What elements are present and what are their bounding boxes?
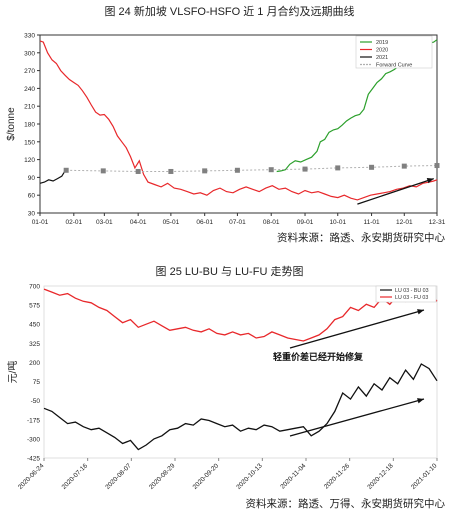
chart1-trend-arrowhead [426,178,434,184]
chart2-ytick-label: 700 [29,284,40,291]
chart1-ytick-label: 60 [28,193,36,200]
chart2-xtick-label: 2020-06-24 [17,462,46,491]
chart1-xtick-label: 08-01 [263,219,280,226]
chart2-ytick-label: -425 [27,456,40,463]
chart1-xtick-label: 05-01 [163,219,180,226]
chart2-xtick-label: 2020-07-16 [61,462,90,491]
chart1-xtick-label: 07-01 [229,219,246,226]
chart2-ytick-label: 575 [29,303,40,310]
chart1-ytick-label: 210 [24,104,35,111]
chart2-ytick-label: -300 [27,436,40,443]
chart1-ytick-label: 240 [24,86,35,93]
chart2-ytick-label: -175 [27,417,40,424]
chart1-ytick-label: 330 [24,33,35,40]
chart2-xtick-label: 2020-08-29 [148,462,177,491]
chart1-forward-point [268,167,274,173]
chart1-forward-point [202,168,208,174]
chart1-xtick-label: 12-01 [396,219,413,226]
chart2-legend-label: LU 03 - BU 03 [395,288,429,294]
chart2-ytick-label: -50 [31,398,41,405]
chart1-xtick-label: 01-01 [32,219,49,226]
chart1-xtick-label: 10-01 [329,219,346,226]
chart2-plot-frame [43,285,438,459]
chart1-ylabel: $/tonne [6,107,17,141]
chart1-ytick-label: 270 [24,68,35,75]
chart2-xtick-label: 2020-11-26 [323,462,351,490]
chart2-trend-arrow-lower-head [417,398,424,404]
chart1-forward-point [100,168,106,174]
chart1-xtick-label: 11-01 [363,219,380,226]
chart1-xtick-label: 12-31 [429,219,446,226]
chart1-ytick-label: 300 [24,50,35,57]
chart1-ytick-label: 120 [24,157,35,164]
chart2-xtick-label: 2020-08-07 [104,462,133,491]
chart1-xtick-label: 02-01 [65,219,82,226]
chart1-forward-point [434,163,440,169]
chart2-xtick-label: 2021-01-10 [410,462,439,491]
chart1-legend-label: 2021 [376,55,388,61]
chart1-series-2021 [39,168,67,184]
chart1-xtick-label: 04-01 [130,219,147,226]
chart2-trend-arrow-lower [289,398,425,437]
chart2-xtick-label: 2020-09-20 [192,462,221,491]
chart2-series-line [43,363,438,451]
figure1-source: 资料来源：路透、永安期货研究中心 [277,232,445,244]
figure2-title: 图 25 LU-BU 与 LU-FU 走势图 [155,266,304,278]
chart1-forward-point [335,165,341,171]
chart1-legend-label: 2020 [376,48,388,54]
chart1-legend-label: 2019 [376,40,388,46]
chart1-forward-point [302,166,308,172]
chart2-ytick-label: 325 [29,341,40,348]
chart1-ytick-label: 30 [28,211,36,218]
chart2-trend-arrow-upper [289,309,425,349]
chart2-ytick-label: 200 [29,360,40,367]
chart1-ytick-label: 90 [28,175,36,182]
chart1-forward-point [369,164,375,170]
chart2-series-line [43,288,438,342]
figure2-source: 资料来源：路透、万得、永安期货研究中心 [245,498,446,510]
chart1-series-forward-curve [66,165,438,172]
figure1-title: 图 24 新加坡 VLSFO-HSFO 近 1 月合约及远期曲线 [104,6,355,18]
chart1-xtick-label: 06-01 [196,219,213,226]
chart1-ytick-label: 150 [24,139,35,146]
chart2-ylabel: 元/吨 [6,361,19,384]
chart1-xtick-label: 09-01 [297,219,314,226]
chart1-xtick-label: 03-01 [96,219,113,226]
chart1-trend-arrow [357,177,434,205]
chart1-forward-point [135,168,141,174]
chart2-xtick-label: 2020-10-13 [235,462,264,491]
chart2-annotation: 轻重价差已经开始修复 [273,351,364,362]
chart2-xtick-label: 2020-11-04 [279,462,307,490]
chart2-legend-label: LU 03 - FU 03 [395,295,428,301]
chart1-forward-point [168,168,174,174]
chart2-ytick-label: 75 [33,379,41,386]
chart2-xtick-label: 2020-12-18 [366,462,395,491]
chart1-ytick-label: 180 [24,122,35,129]
chart1-forward-point [401,163,407,169]
chart1-forward-point [63,167,69,173]
chart1-forward-point [234,167,240,173]
chart1-legend-label: Forward Curve [376,63,412,69]
chart1-legend-box [355,35,433,69]
chart2-trend-arrow-upper-head [417,309,424,315]
chart1: 30 60 90 120 150 180 210 240 270 300 330 01-01 02-01… [6,33,446,227]
chart1-series-2020 [39,40,438,201]
chart2-ytick-label: 450 [29,322,40,329]
